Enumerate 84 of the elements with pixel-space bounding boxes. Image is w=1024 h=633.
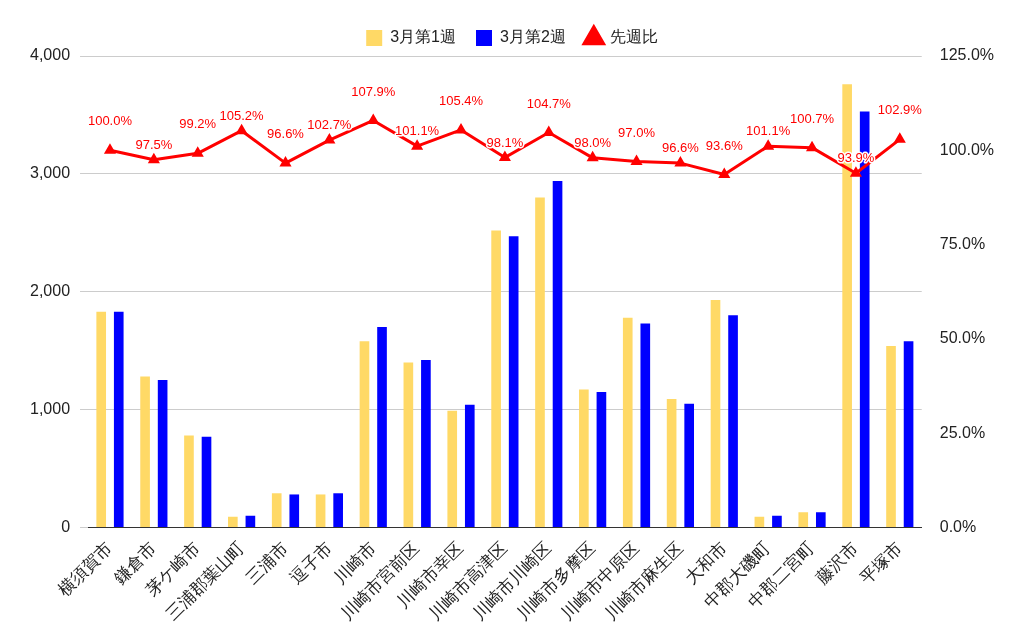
data-label: 98.0% (574, 134, 612, 150)
bar (228, 516, 238, 527)
point (894, 133, 905, 143)
data-label: 93.9% (837, 150, 875, 166)
y2-tick-label: 125.0% (939, 46, 994, 64)
data-label: 102.7% (307, 117, 352, 133)
bar (535, 197, 545, 527)
bar (245, 515, 256, 527)
point (850, 167, 861, 177)
bar (886, 345, 896, 527)
y-tick-label: 0 (61, 517, 71, 535)
data-label: 98.1% (486, 134, 524, 150)
y2-tick-label: 50.0% (939, 329, 986, 347)
legend-label: 3月第2週 (500, 28, 566, 46)
bar (464, 404, 475, 527)
bar (710, 299, 721, 527)
bar (403, 362, 414, 527)
bar (271, 493, 282, 527)
bar (754, 516, 765, 527)
point (412, 140, 423, 150)
bar (333, 493, 343, 527)
bar (552, 180, 563, 527)
bar (96, 311, 107, 527)
bar (798, 512, 809, 527)
data-label: 96.6% (267, 126, 305, 142)
y2-tick-label: 75.0% (939, 234, 986, 252)
bar (579, 389, 589, 527)
bar (447, 410, 458, 527)
point (105, 144, 115, 154)
point (499, 151, 510, 161)
y-tick-label: 1,000 (29, 399, 71, 417)
bar (140, 376, 150, 527)
point (675, 157, 686, 167)
bar (640, 323, 651, 527)
data-label: 101.1% (746, 123, 791, 139)
bar (421, 360, 431, 527)
bar (666, 398, 677, 527)
x-tick-label: 平塚市 (856, 538, 906, 588)
point (719, 168, 730, 178)
y2-tick-label: 25.0% (939, 423, 986, 441)
bar (201, 436, 212, 527)
point (324, 134, 335, 144)
bar (622, 317, 633, 527)
bar (772, 515, 782, 527)
point (192, 147, 203, 157)
bar (377, 327, 387, 527)
data-label: 100.0% (87, 113, 133, 129)
legend-label: 3月第1週 (390, 28, 456, 46)
point (807, 142, 817, 152)
data-label: 97.0% (618, 124, 656, 140)
data-label: 99.2% (179, 116, 217, 132)
data-label: 107.9% (351, 83, 396, 99)
data-label: 96.6% (661, 140, 700, 156)
point (763, 140, 774, 150)
bar (596, 391, 607, 527)
bar (315, 494, 326, 527)
data-label: 100.7% (789, 110, 835, 126)
y2-tick-label: 0.0% (939, 517, 977, 535)
y-tick-label: 3,000 (29, 164, 71, 182)
bar (184, 435, 194, 527)
bar (491, 230, 501, 527)
legend-label: 先週比 (609, 28, 658, 46)
bar (113, 311, 124, 527)
data-label: 93.6% (705, 137, 744, 153)
data-label: 102.9% (877, 102, 923, 118)
point (368, 114, 379, 124)
bar (508, 236, 519, 527)
point (456, 124, 466, 134)
data-label: 105.2% (219, 107, 265, 123)
bar (157, 380, 168, 527)
bar (289, 494, 300, 527)
data-label: 104.7% (526, 95, 572, 111)
bar (359, 341, 370, 527)
y-tick-label: 2,000 (29, 282, 71, 300)
bar (684, 403, 694, 527)
bar (903, 341, 914, 527)
bar (815, 512, 826, 527)
data-label: 97.5% (135, 136, 173, 152)
y-tick-label: 4,000 (29, 46, 71, 64)
bar (728, 315, 738, 527)
data-label: 105.4% (438, 93, 484, 108)
y2-tick-label: 100.0% (939, 140, 994, 158)
point (280, 157, 291, 167)
data-label: 101.1% (395, 123, 440, 139)
